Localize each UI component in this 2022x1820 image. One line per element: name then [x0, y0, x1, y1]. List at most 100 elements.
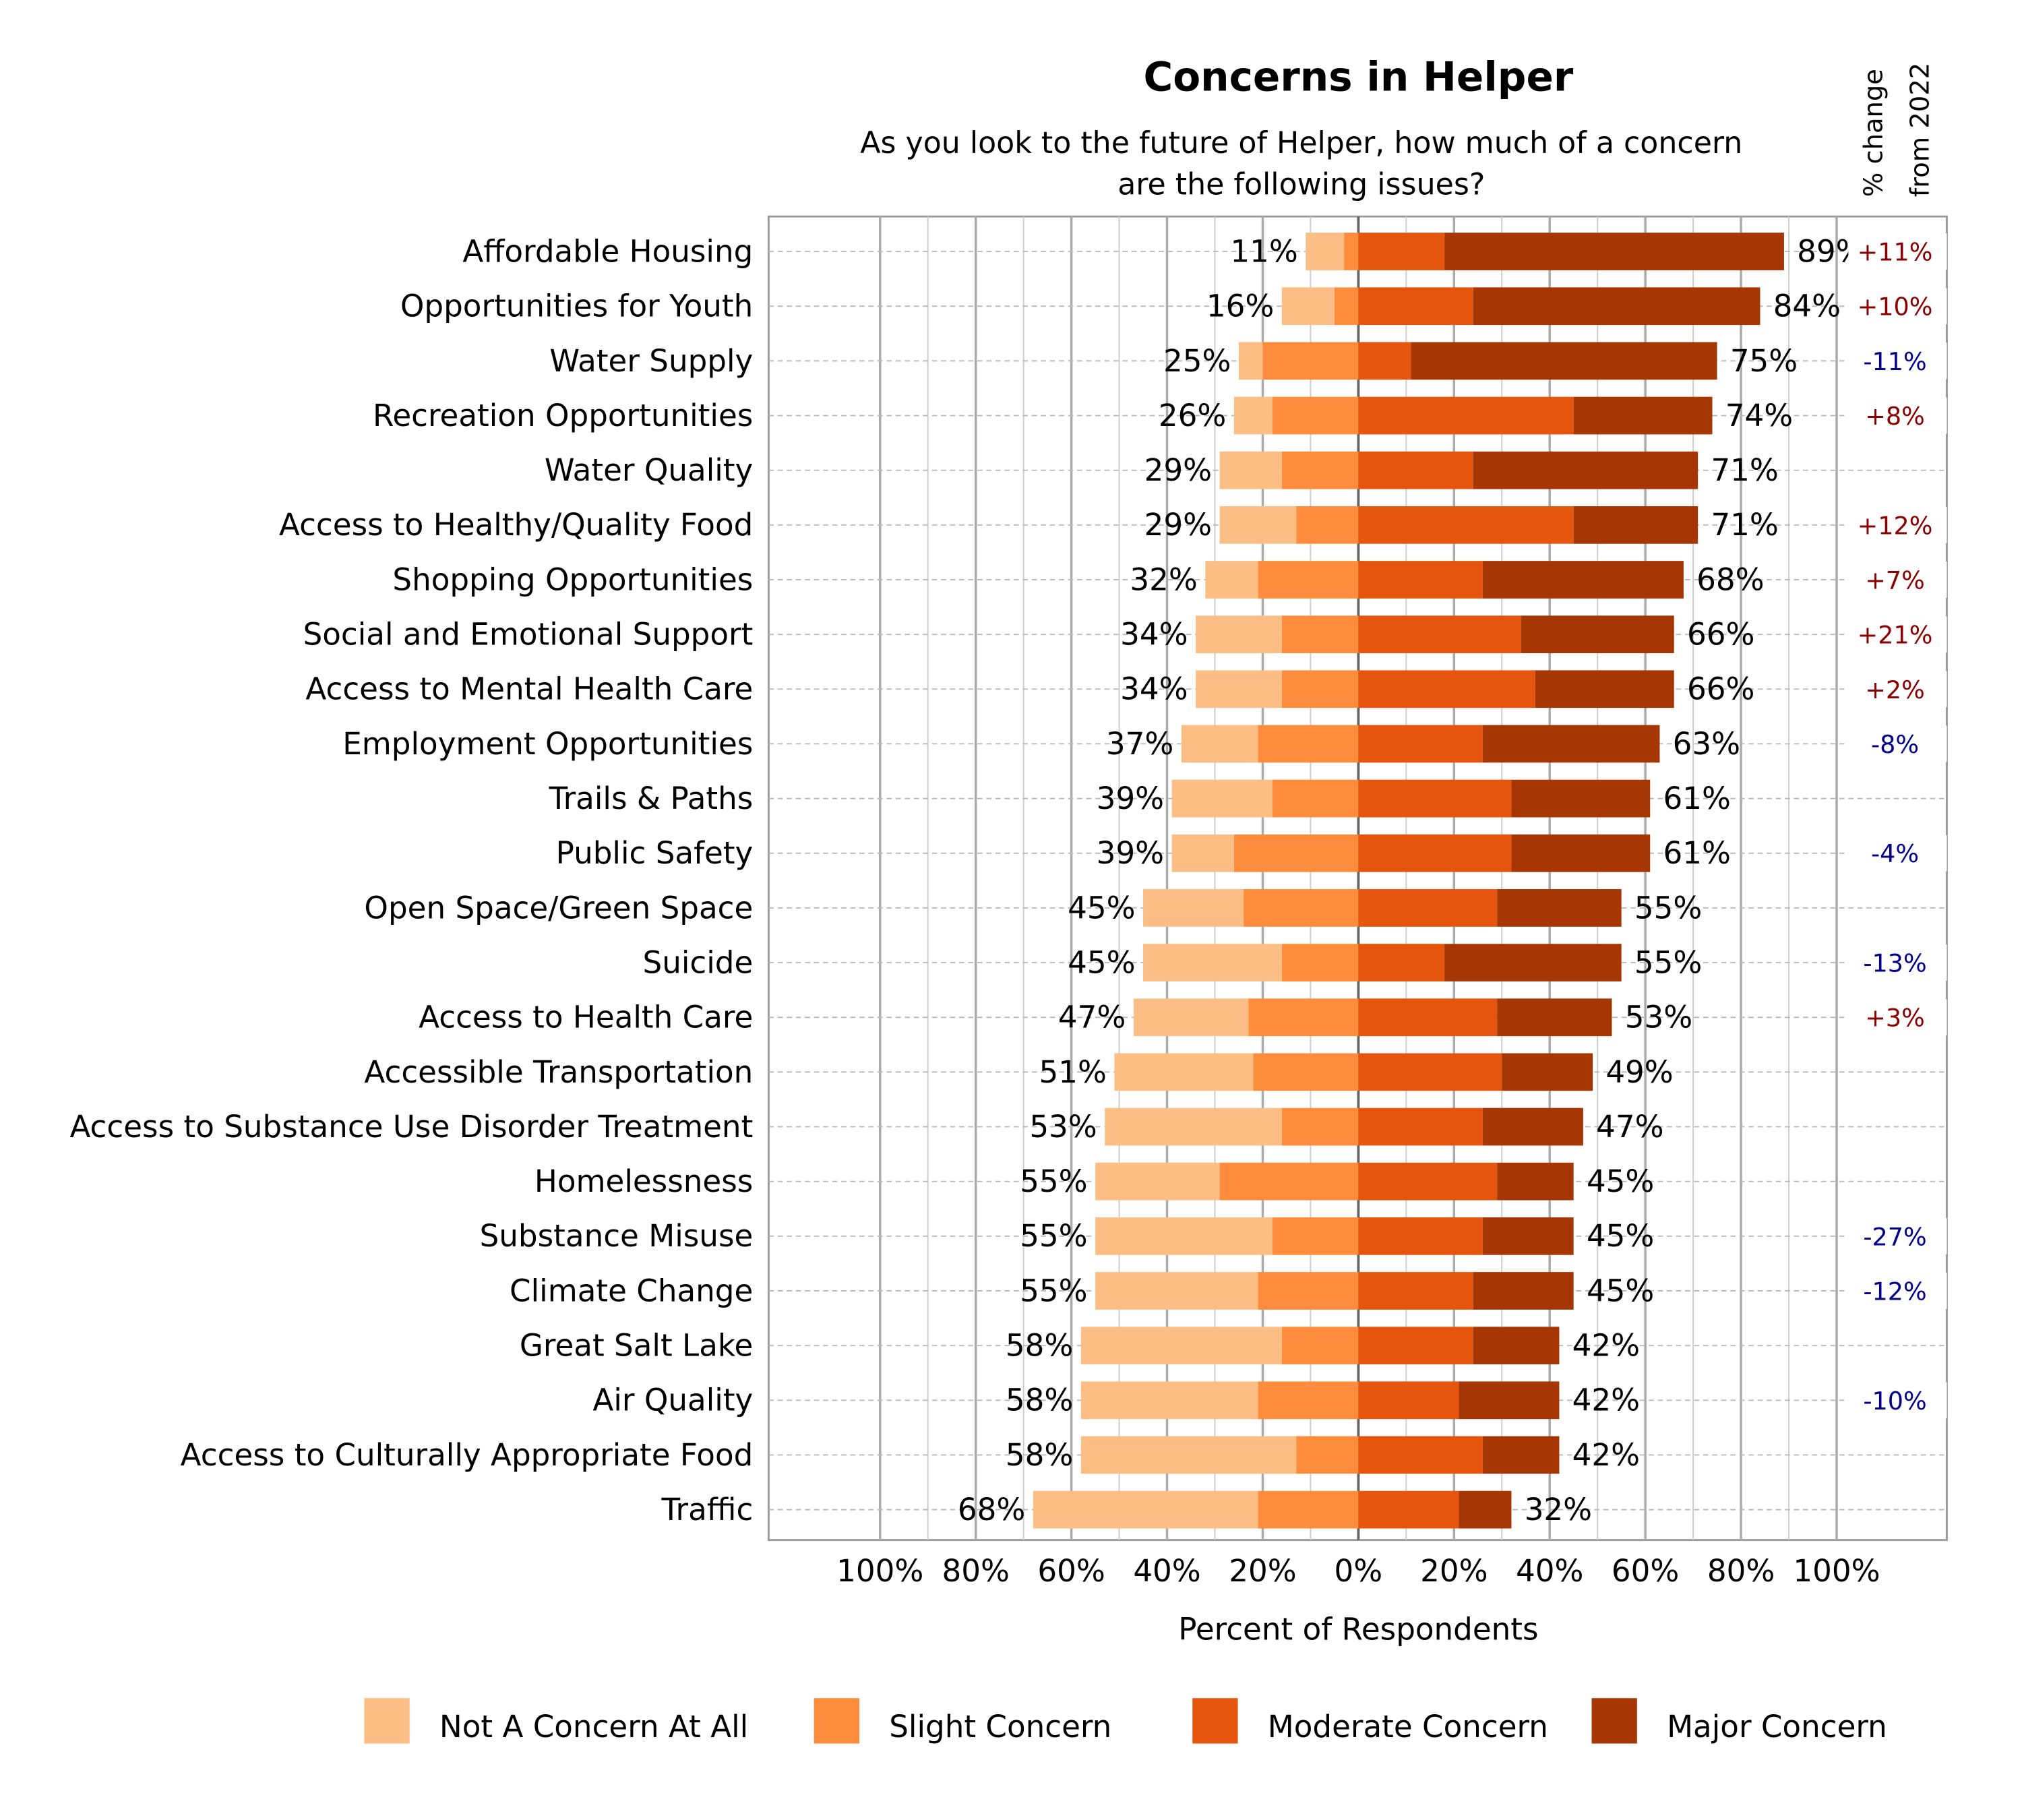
change-from-2022-label: -27%: [1863, 1222, 1926, 1251]
bar-slight-concern: [1272, 396, 1359, 435]
left-total-label: 39%: [1097, 781, 1164, 816]
chart-title: Concerns in Helper: [1143, 55, 1573, 101]
change-from-2022-label: +2%: [1865, 675, 1925, 704]
bar-major-concern: [1444, 944, 1622, 981]
bar-moderate-concern: [1358, 998, 1498, 1037]
legend-swatch: [814, 1698, 859, 1744]
bar-not-a-concern: [1196, 615, 1282, 654]
bar-major-concern: [1535, 670, 1674, 708]
bar-major-concern: [1497, 889, 1622, 927]
bar-not-a-concern: [1181, 725, 1258, 763]
change-label-bg: [1848, 562, 1947, 598]
left-total-label: 55%: [1020, 1163, 1087, 1199]
category-label: Shopping Opportunities: [392, 562, 753, 597]
change-label-bg: [1848, 1273, 1947, 1309]
bar-major-concern: [1473, 1327, 1560, 1365]
bar-not-a-concern: [1219, 506, 1297, 544]
change-label-bg: [1848, 671, 1947, 708]
category-label: Homelessness: [534, 1163, 753, 1199]
legend-swatch: [1591, 1698, 1637, 1744]
left-total-label: 25%: [1163, 343, 1231, 379]
change-label-bg: [1848, 233, 1947, 270]
left-total-label: 34%: [1120, 671, 1188, 707]
x-tick-label: 0%: [1335, 1553, 1383, 1589]
chart-subtitle-line2: are the following issues?: [1117, 167, 1485, 202]
change-label-bg: [1848, 506, 1947, 543]
bar-not-a-concern: [1143, 889, 1244, 927]
bar-slight-concern: [1258, 561, 1359, 599]
bar-slight-concern: [1344, 233, 1359, 270]
bar-major-concern: [1573, 506, 1698, 544]
category-label: Public Safety: [556, 835, 754, 871]
bar-major-concern: [1473, 287, 1760, 326]
left-total-label: 45%: [1068, 890, 1135, 926]
x-axis-label: Percent of Respondents: [1178, 1612, 1538, 1647]
bar-moderate-concern: [1358, 1053, 1502, 1091]
right-total-label: 84%: [1773, 289, 1841, 324]
change-from-2022-label: +21%: [1858, 621, 1933, 650]
category-label: Opportunities for Youth: [400, 289, 753, 324]
category-label: Employment Opportunities: [342, 726, 753, 762]
change-header-line1: % change: [1858, 69, 1889, 197]
bar-major-concern: [1444, 233, 1784, 270]
right-total-label: 61%: [1663, 835, 1730, 871]
bar-not-a-concern: [1114, 1053, 1254, 1091]
legend-label: Slight Concern: [889, 1709, 1111, 1745]
change-from-2022-label: -12%: [1863, 1277, 1926, 1306]
bar-major-concern: [1482, 561, 1684, 599]
left-total-label: 26%: [1159, 398, 1226, 433]
bar-slight-concern: [1272, 1217, 1359, 1255]
bar-major-concern: [1497, 1162, 1574, 1201]
category-label: Recreation Opportunities: [373, 398, 753, 433]
left-total-label: 39%: [1097, 835, 1164, 871]
left-total-label: 37%: [1106, 726, 1173, 762]
category-label: Accessible Transportation: [364, 1054, 753, 1090]
bar-moderate-concern: [1358, 1327, 1473, 1365]
bar-moderate-concern: [1358, 1108, 1483, 1146]
right-total-label: 66%: [1687, 671, 1754, 707]
bar-major-concern: [1459, 1381, 1560, 1420]
legend-label: Moderate Concern: [1268, 1709, 1548, 1745]
right-total-label: 74%: [1725, 398, 1793, 433]
bar-slight-concern: [1262, 342, 1359, 380]
category-label: Air Quality: [592, 1383, 753, 1418]
category-label: Access to Substance Use Disorder Treatme…: [69, 1109, 753, 1145]
left-total-label: 29%: [1144, 507, 1212, 543]
right-total-label: 42%: [1572, 1383, 1640, 1418]
change-from-2022-label: +11%: [1858, 238, 1933, 267]
left-total-label: 45%: [1068, 944, 1135, 980]
bar-moderate-concern: [1358, 1217, 1483, 1255]
bar-not-a-concern: [1196, 670, 1282, 708]
bar-slight-concern: [1244, 889, 1359, 927]
bar-not-a-concern: [1080, 1327, 1282, 1365]
bar-slight-concern: [1272, 779, 1359, 818]
bar-major-concern: [1459, 1490, 1512, 1529]
change-from-2022-label: +7%: [1865, 566, 1925, 595]
bar-slight-concern: [1334, 287, 1359, 326]
bar-major-concern: [1482, 1436, 1560, 1474]
left-total-label: 68%: [958, 1492, 1025, 1527]
category-label: Open Space/Green Space: [364, 890, 753, 926]
bar-slight-concern: [1248, 998, 1359, 1037]
bar-major-concern: [1521, 615, 1674, 654]
change-from-2022-label: +12%: [1858, 511, 1933, 540]
bar-major-concern: [1511, 779, 1651, 818]
change-from-2022-label: -13%: [1863, 949, 1926, 978]
left-total-label: 34%: [1120, 617, 1188, 653]
bar-moderate-concern: [1358, 506, 1574, 544]
category-label: Access to Mental Health Care: [305, 671, 753, 707]
category-label: Trails & Paths: [549, 781, 754, 816]
x-tick-label: 40%: [1516, 1553, 1583, 1589]
x-tick-label: 100%: [836, 1553, 923, 1589]
bar-moderate-concern: [1358, 287, 1473, 326]
right-total-label: 63%: [1673, 726, 1740, 762]
change-from-2022-label: +10%: [1858, 293, 1933, 322]
bar-slight-concern: [1281, 615, 1359, 654]
change-label-bg: [1848, 1217, 1947, 1254]
bar-not-a-concern: [1133, 998, 1249, 1037]
bar-not-a-concern: [1205, 561, 1258, 599]
change-from-2022-label: -10%: [1863, 1387, 1926, 1416]
bar-moderate-concern: [1358, 561, 1483, 599]
change-label-bg: [1848, 944, 1947, 981]
